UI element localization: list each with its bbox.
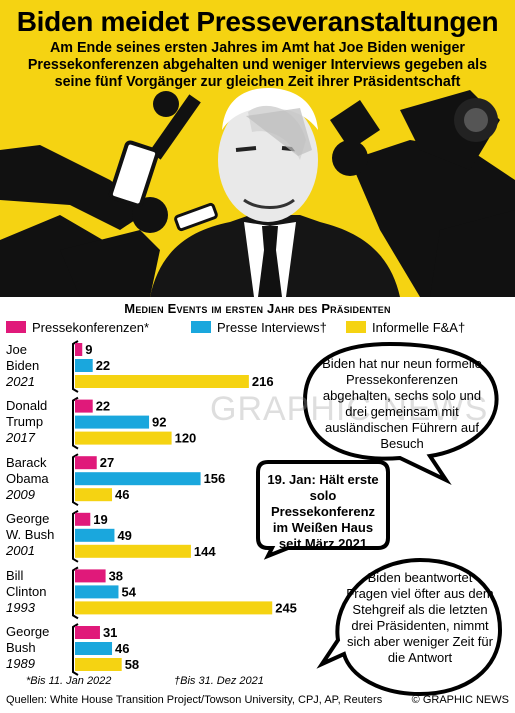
bar-press-interviews bbox=[75, 642, 113, 655]
bar-value-label: 22 bbox=[96, 399, 110, 414]
bar-press-conferences bbox=[75, 626, 100, 639]
bar-informal-qa bbox=[75, 544, 191, 558]
microphones-and-hands bbox=[0, 90, 515, 297]
bar-press-interviews bbox=[75, 472, 201, 486]
bar-value-label: 38 bbox=[109, 568, 123, 583]
chart-title: Medien Events im ersten Jahr des Präside… bbox=[124, 301, 391, 316]
bar-value-label: 22 bbox=[96, 358, 110, 373]
row-axis-bracket bbox=[72, 453, 79, 507]
bar-value-label: 120 bbox=[175, 431, 197, 446]
legend-swatch-press-interviews bbox=[191, 321, 211, 333]
bar-press-interviews bbox=[75, 415, 150, 429]
header-illustration bbox=[0, 88, 515, 297]
bar-informal-qa bbox=[75, 431, 172, 445]
page-subtitle: Am Ende seines ersten Jahres im Amt hat … bbox=[27, 40, 488, 90]
bar-press-interviews bbox=[75, 585, 119, 599]
bar-press-conferences bbox=[75, 399, 93, 413]
row-label-trump: Donald Trump 2017 bbox=[6, 398, 48, 445]
row-label-biden: Joe Biden 2021 bbox=[6, 342, 40, 389]
bar-press-conferences bbox=[75, 456, 97, 470]
row-label-gw-bush: George W. Bush 2001 bbox=[6, 511, 55, 558]
row-label-obama: Barack Obama 2009 bbox=[6, 455, 49, 502]
legend-label-informal-qa: Informelle F&A† bbox=[372, 319, 466, 335]
bar-value-label: 54 bbox=[121, 584, 136, 599]
row-label-clinton: Bill Clinton 1993 bbox=[6, 568, 47, 615]
bar-value-label: 27 bbox=[100, 455, 114, 470]
bar-value-label: 156 bbox=[204, 471, 226, 486]
bar-press-conferences bbox=[75, 569, 106, 583]
legend-label-press-conferences: Pressekonferenzen* bbox=[32, 319, 150, 335]
bar-press-interviews bbox=[75, 359, 93, 372]
bar-value-label: 216 bbox=[252, 374, 274, 389]
bar-value-label: 31 bbox=[103, 625, 117, 640]
row-axis-bracket bbox=[72, 509, 79, 563]
speech-bubble-3-text: Biden beantwortet Fragen viel öfter aus … bbox=[346, 570, 494, 665]
legend-item-informal-qa: Informelle F&A† bbox=[346, 318, 465, 336]
bar-informal-qa bbox=[75, 488, 113, 502]
sources-text: Quellen: White House Transition Project/… bbox=[6, 694, 383, 706]
legend-swatch-press-conferences bbox=[6, 321, 26, 333]
row-axis-bracket bbox=[72, 396, 79, 450]
smartphones bbox=[108, 140, 218, 232]
bar-value-label: 46 bbox=[115, 487, 129, 502]
row-label-gh-bush: George Bush 1989 bbox=[6, 624, 50, 671]
bar-informal-qa bbox=[75, 658, 122, 671]
chart-legend: Pressekonferenzen* Presse Interviews† In… bbox=[6, 318, 511, 336]
footnotes: *Bis 11. Jan 2022 †Bis 31. Dez 2021 bbox=[26, 675, 496, 689]
bar-value-label: 58 bbox=[125, 657, 139, 672]
row-axis-bracket bbox=[72, 623, 79, 676]
president-silhouette bbox=[150, 88, 400, 297]
bar-value-label: 92 bbox=[152, 415, 166, 430]
footnote-interviews: †Bis 31. Dez 2021 bbox=[174, 675, 264, 687]
page-title: Biden meidet Presseveranstaltungen bbox=[16, 6, 499, 37]
copyright-text: © GRAPHIC NEWS bbox=[411, 694, 509, 706]
legend-swatch-informal-qa bbox=[346, 321, 366, 333]
bar-value-label: 144 bbox=[194, 544, 216, 559]
bar-press-conferences bbox=[75, 512, 91, 526]
legend-item-press-interviews: Presse Interviews† bbox=[191, 318, 327, 336]
bar-press-interviews bbox=[75, 528, 115, 542]
legend-label-press-interviews: Presse Interviews† bbox=[217, 319, 327, 335]
bar-value-label: 19 bbox=[93, 512, 107, 527]
legend-item-press-conferences: Pressekonferenzen* bbox=[6, 318, 149, 336]
speech-bubble-1-text: Biden hat nur neun formelle Pressekonfer… bbox=[322, 356, 482, 451]
footer: Quellen: White House Transition Project/… bbox=[6, 694, 509, 710]
footnote-press-conferences: *Bis 11. Jan 2022 bbox=[26, 675, 112, 687]
speech-bubble-2-text: 19. Jan: Hält erste solo Pressekonferenz… bbox=[267, 472, 379, 551]
row-axis-bracket bbox=[72, 340, 79, 393]
bar-value-label: 245 bbox=[275, 600, 297, 615]
bar-value-label: 46 bbox=[115, 641, 129, 656]
row-axis-bracket bbox=[72, 566, 79, 620]
bar-value-label: 49 bbox=[117, 528, 131, 543]
bar-value-label: 9 bbox=[85, 342, 92, 357]
bar-press-conferences bbox=[75, 343, 83, 356]
bar-informal-qa bbox=[75, 601, 273, 615]
bar-informal-qa bbox=[75, 375, 249, 388]
watermark: GRAPHIC NEWS bbox=[210, 390, 489, 428]
header-banner: Biden meidet Presseveranstaltungen Am En… bbox=[0, 0, 515, 297]
